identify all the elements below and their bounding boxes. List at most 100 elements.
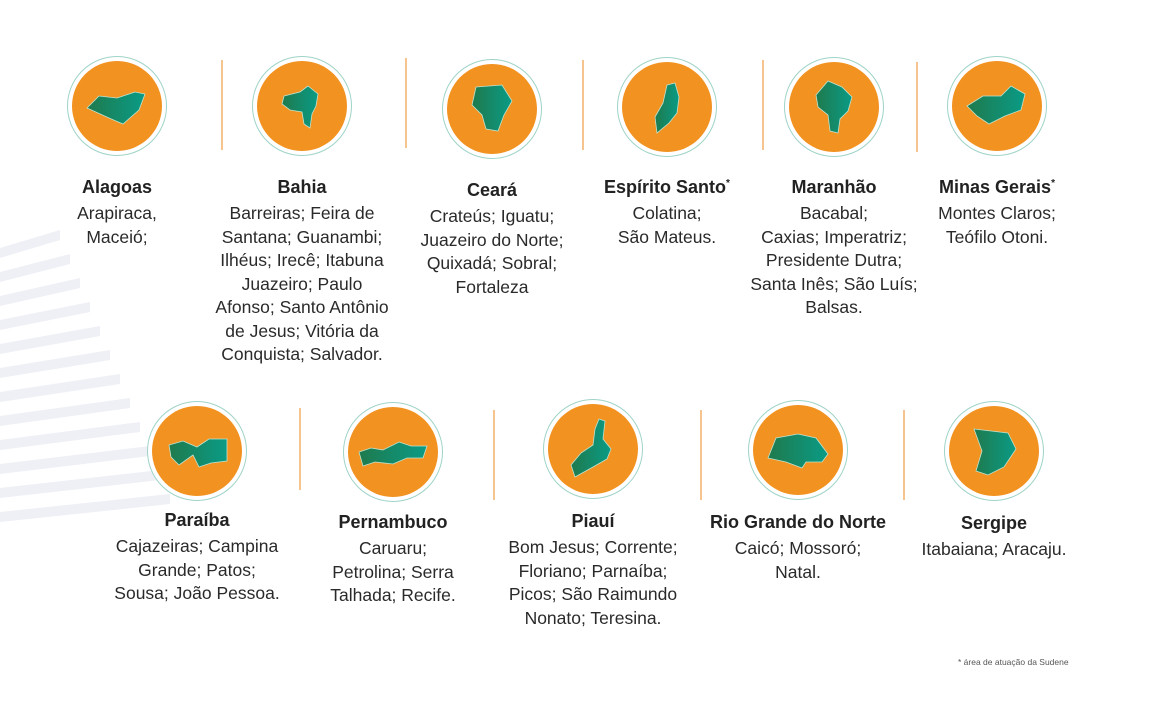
stripe — [0, 350, 110, 378]
stripe — [0, 302, 90, 330]
state-badge — [748, 400, 848, 500]
stripe — [0, 398, 130, 426]
state-badge — [147, 401, 247, 501]
city-list-line: Afonso; Santo Antônio — [215, 297, 389, 317]
state-item: Espírito Santo* Colatina; São Mateus. — [567, 177, 767, 249]
city-list-line: Maceió; — [86, 226, 148, 247]
state-name: Rio Grande do Norte — [709, 512, 886, 532]
minas-gerais-map-icon — [966, 85, 1026, 125]
state-badge — [944, 401, 1044, 501]
city-list-line: Caxias; Imperatriz; — [761, 226, 907, 247]
city-list-line: São Mateus. — [617, 226, 717, 247]
stripe — [0, 278, 80, 306]
espirito-santo-map-icon — [654, 82, 680, 134]
city-list-line: Colatina; — [632, 203, 702, 223]
state-name: Paraíba — [164, 510, 230, 530]
divider — [221, 60, 223, 150]
stripe — [0, 422, 140, 450]
city-list-line: Talhada; Recife. — [330, 585, 456, 605]
state-item: Piauí Bom Jesus; Corrente; Floriano; Parna… — [493, 511, 693, 630]
city-list-line: Presidente Dutra; — [765, 250, 903, 270]
city-list-line: Santana; Guanambi; — [221, 226, 383, 247]
state-name: Ceará — [466, 180, 518, 200]
divider — [762, 60, 764, 150]
city-list-line: Ilhéus; Irecê; Itabuna — [220, 250, 384, 270]
city-list-line: Bom Jesus; Corrente; — [508, 537, 678, 557]
city-list-line: Quixadá; Sobral; — [426, 253, 558, 273]
divider — [493, 410, 495, 500]
city-list-line: Petrolina; Serra — [332, 561, 454, 582]
city-list-line: Juazeiro do Norte; — [420, 229, 564, 250]
maranhao-map-icon — [815, 80, 853, 134]
state-item: Paraíba Cajazeiras; Campina Grande; Patos;… — [97, 510, 297, 606]
state-badge — [252, 56, 352, 156]
piaui-map-icon — [570, 418, 612, 478]
state-badge — [343, 402, 443, 502]
state-item: Sergipe Itabaiana; Aracaju. — [894, 513, 1094, 562]
city-list-line: Caruaru; — [358, 538, 428, 558]
state-name: Sergipe — [960, 513, 1028, 533]
state-badge — [67, 56, 167, 156]
city-list-line: Nonato; Teresina. — [524, 607, 662, 628]
stripe — [0, 230, 60, 258]
city-list-line: Sousa; João Pessoa. — [114, 583, 280, 603]
stripe — [0, 374, 120, 402]
state-item: Minas Gerais* Montes Claros; Teófilo Otoni… — [897, 177, 1097, 249]
ceara-map-icon — [471, 84, 513, 132]
divider — [916, 62, 918, 152]
city-list-line: de Jesus; Vitória da — [225, 320, 379, 341]
city-list-line: Natal. — [775, 561, 821, 582]
city-list-line: Juazeiro; Paulo — [241, 273, 363, 294]
city-list-line: Santa Inês; São Luís; — [750, 273, 918, 294]
state-name: Maranhão — [791, 177, 877, 197]
city-list-line: Itabaiana; Aracaju. — [921, 539, 1067, 559]
city-list-line: Arapiraca, — [77, 203, 157, 223]
city-list-line: Barreiras; Feira de — [229, 203, 375, 223]
background-stripes — [0, 230, 170, 522]
state-name: Pernambuco — [338, 512, 448, 532]
divider — [582, 60, 584, 150]
stripe — [0, 446, 150, 474]
state-name: Minas Gerais* — [939, 177, 1055, 197]
bahia-map-icon — [281, 85, 319, 129]
divider — [903, 410, 905, 500]
state-item: Rio Grande do Norte Caicó; Mossoró; Natal. — [698, 512, 898, 584]
state-item: Maranhão Bacabal; Caxias; Imperatriz; Presi… — [734, 177, 934, 320]
city-list-line: Fortaleza — [455, 276, 529, 297]
state-name: Alagoas — [81, 177, 153, 197]
stripe — [0, 494, 170, 522]
city-list-line: Cajazeiras; Campina — [115, 536, 279, 556]
state-badge — [442, 59, 542, 159]
sergipe-map-icon — [973, 428, 1017, 476]
city-list-line: Teófilo Otoni. — [945, 226, 1049, 247]
stripe — [0, 470, 160, 498]
stripe — [0, 326, 100, 354]
city-list-line: Crateús; Iguatu; — [429, 206, 555, 226]
state-name: Piauí — [571, 511, 615, 531]
stripe — [0, 254, 70, 282]
city-list-line: Grande; Patos; — [138, 559, 256, 580]
state-item: Alagoas Arapiraca, Maceió; — [17, 177, 217, 249]
alagoas-map-icon — [86, 91, 146, 125]
divider — [700, 410, 702, 500]
city-list-line: Conquista; Salvador. — [221, 344, 383, 364]
state-badge — [617, 57, 717, 157]
city-list-line: Bacabal; — [799, 203, 869, 223]
divider — [405, 58, 407, 148]
state-badge — [543, 399, 643, 499]
state-name: Espírito Santo* — [604, 177, 730, 197]
pernambuco-map-icon — [358, 441, 428, 467]
state-badge — [784, 57, 884, 157]
city-list-line: Montes Claros; — [938, 203, 1056, 223]
divider — [299, 408, 301, 490]
rio-grande-do-norte-map-icon — [767, 433, 829, 469]
state-item: Pernambuco Caruaru; Petrolina; Serra Talhad… — [293, 512, 493, 608]
state-badge — [947, 56, 1047, 156]
state-item: Bahia Barreiras; Feira de Santana; Guanamb… — [202, 177, 402, 367]
city-list-line: Picos; São Raimundo — [508, 584, 678, 604]
state-name: Bahia — [277, 177, 327, 197]
city-list-line: Floriano; Parnaíba; — [518, 560, 668, 581]
city-list-line: Balsas. — [805, 297, 863, 317]
state-item: Ceará Crateús; Iguatu; Juazeiro do Norte; Q… — [392, 180, 592, 299]
city-list-line: Caicó; Mossoró; — [734, 538, 862, 558]
